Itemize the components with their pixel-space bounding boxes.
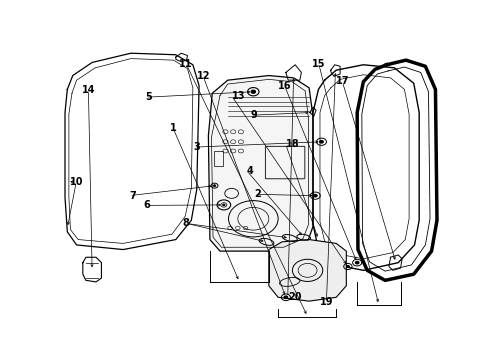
Text: 4: 4 xyxy=(246,166,253,176)
Text: 15: 15 xyxy=(311,59,325,69)
Text: 19: 19 xyxy=(319,297,332,307)
Circle shape xyxy=(250,90,255,93)
Text: 13: 13 xyxy=(231,91,244,101)
Circle shape xyxy=(222,204,224,206)
Text: 17: 17 xyxy=(335,76,348,86)
Text: 5: 5 xyxy=(145,92,152,102)
Circle shape xyxy=(346,265,349,267)
Circle shape xyxy=(313,194,317,197)
Circle shape xyxy=(284,296,287,299)
Text: 16: 16 xyxy=(277,81,291,91)
Text: 8: 8 xyxy=(183,219,189,228)
Text: 7: 7 xyxy=(129,191,136,201)
Circle shape xyxy=(213,185,215,186)
Text: 11: 11 xyxy=(179,59,193,69)
Text: 9: 9 xyxy=(250,110,257,120)
Bar xyxy=(213,151,223,166)
Circle shape xyxy=(355,261,358,264)
Text: 10: 10 xyxy=(69,177,83,187)
Text: 1: 1 xyxy=(169,123,176,133)
Polygon shape xyxy=(268,239,346,301)
Text: 12: 12 xyxy=(196,72,209,81)
Circle shape xyxy=(319,140,323,143)
Text: 18: 18 xyxy=(285,139,299,149)
Polygon shape xyxy=(208,76,312,251)
Text: 3: 3 xyxy=(193,142,200,152)
Text: 2: 2 xyxy=(254,189,261,199)
Text: 6: 6 xyxy=(142,201,149,210)
Text: 20: 20 xyxy=(287,292,301,302)
Text: 14: 14 xyxy=(81,85,95,95)
